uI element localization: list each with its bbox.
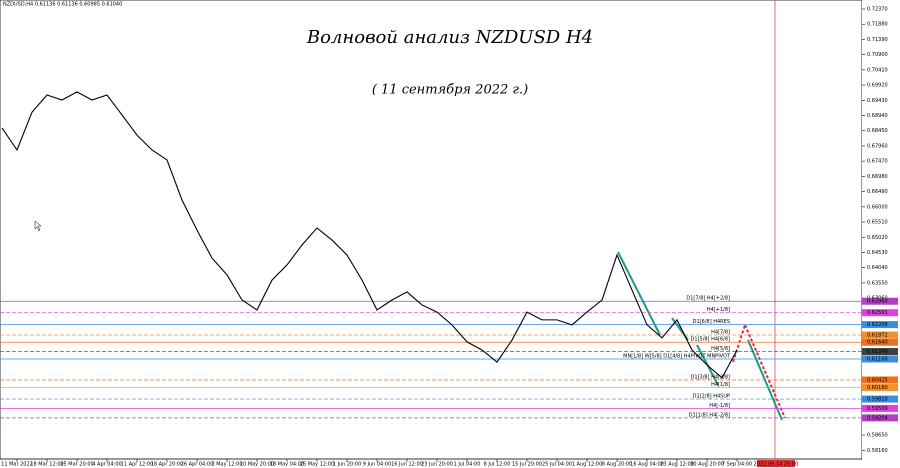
level-label: H4[5/8] xyxy=(711,346,730,352)
level-price-label: 0.60425 xyxy=(867,377,888,383)
level-price-box xyxy=(862,331,898,339)
y-tick-label: 0.66000 xyxy=(867,204,888,210)
y-tick-label: 0.65020 xyxy=(867,235,888,241)
level-price-box xyxy=(862,384,898,392)
y-tick-label: 0.69430 xyxy=(867,98,888,104)
level-price-label: 0.62591 xyxy=(867,310,888,316)
y-tick-label: 0.64040 xyxy=(867,265,888,271)
level-price-box xyxy=(862,309,898,317)
y-tick-label: 0.58650 xyxy=(867,433,888,439)
level-label: H4[7/8] xyxy=(711,330,730,336)
x-tick-label: 1 Jul 04:00 xyxy=(454,462,481,468)
wave-markup xyxy=(617,251,786,421)
level-price-label: 0.60180 xyxy=(867,385,888,391)
level-price-box xyxy=(862,404,898,412)
x-tick-label: 9 Jun 04:00 xyxy=(363,462,392,468)
x-tick-label: 1 Jun 20:00 xyxy=(333,462,362,468)
x-tick-label: 7 Sep 04:00 xyxy=(722,462,752,468)
y-tick-label: 0.68450 xyxy=(867,128,888,134)
y-tick-label: 0.68940 xyxy=(867,113,888,119)
level-price-label: 0.62960 xyxy=(867,299,888,305)
x-tick-label: 1 Aug 12:00 xyxy=(572,462,603,468)
level-price-box xyxy=(862,355,898,363)
y-tick-label: 0.70410 xyxy=(867,67,888,73)
x-tick-label: 25 May 12:00 xyxy=(300,462,334,468)
level-price-label: 0.59204 xyxy=(867,415,888,421)
forecast-line xyxy=(744,324,786,419)
level-price-label: 0.59810 xyxy=(867,397,888,403)
plot-frame xyxy=(0,0,863,460)
x-tick-label: 30 Aug 20:00 xyxy=(690,462,724,468)
level-label: D1[6/8] H4RES xyxy=(693,319,730,325)
level-label: H4[1/8] xyxy=(711,382,730,388)
level-price-box xyxy=(862,321,898,329)
y-tick-label: 0.67960 xyxy=(867,143,888,149)
y-tick-label: 0.64530 xyxy=(867,250,888,256)
mouse-cursor xyxy=(34,220,42,232)
y-tick-label: 0.58160 xyxy=(867,448,888,454)
y-tick-label: 0.72370 xyxy=(867,7,888,13)
current-time-label: 2022.09.14 20:00 xyxy=(754,462,799,468)
current-time-box xyxy=(757,460,795,467)
x-tick-label: 16 Aug 04:00 xyxy=(630,462,664,468)
x-tick-label: 11 Mar 2022 xyxy=(1,462,33,468)
x-tick-label: 3 May 12:00 xyxy=(211,462,242,468)
level-price-label: 0.61640 xyxy=(867,340,888,346)
level-price-box xyxy=(862,338,898,346)
x-tick-label: 16 Jun 12:00 xyxy=(391,462,423,468)
level-price-label: 0.61872 xyxy=(867,333,888,339)
wave-line xyxy=(617,251,661,336)
chart-subtitle: ( 11 сентября 2022 г.) xyxy=(372,83,528,98)
y-tick-label: 0.67470 xyxy=(867,159,888,165)
level-price-box xyxy=(862,414,898,422)
level-price-box xyxy=(862,348,898,356)
x-tick-label: 15 Jul 20:00 xyxy=(512,462,542,468)
level-label: H4[-1/8] xyxy=(709,403,730,409)
x-tick-label: 11 Apr 12:00 xyxy=(121,462,154,468)
x-tick-label: 18 May 04:00 xyxy=(270,462,304,468)
level-price-label: 0.59509 xyxy=(867,406,888,412)
x-tick-label: 8 Aug 20:00 xyxy=(602,462,633,468)
y-tick-label: 0.63550 xyxy=(867,280,888,286)
y-tick-label: 0.71390 xyxy=(867,37,888,43)
x-tick-label: 18 Mar 12:00 xyxy=(30,462,63,468)
forecast-line xyxy=(732,324,746,363)
level-label: D1[5/8] H4[6/8] xyxy=(691,337,731,343)
x-tick-label: 10 May 20:00 xyxy=(240,462,274,468)
x-tick-label: 25 Jul 04:00 xyxy=(542,462,572,468)
level-price-label: 0.61340 xyxy=(867,349,888,355)
level-price-box xyxy=(862,376,898,384)
level-price-label: 0.62208 xyxy=(867,322,888,328)
x-tick-label: 8 Jul 12:00 xyxy=(484,462,511,468)
level-price-label: 0.61100 xyxy=(867,357,888,363)
symbol-header: NZDUSD,H4 0.61136 0.61136 0.60985 0.6104… xyxy=(3,2,122,8)
x-tick-label: 23 Aug 12:00 xyxy=(660,462,694,468)
y-tick-label: 0.66490 xyxy=(867,189,888,195)
level-label: D1[2/8] H4SUP xyxy=(693,394,730,400)
y-tick-label: 0.69920 xyxy=(867,83,888,89)
y-tick-label: 0.65510 xyxy=(867,220,888,226)
level-price-box xyxy=(862,395,898,403)
level-label: D1[7/8] H4[+2/8] xyxy=(686,296,730,302)
x-tick-label: 26 Apr 04:00 xyxy=(181,462,214,468)
y-tick-label: 0.70900 xyxy=(867,52,888,58)
x-tick-label: 25 Mar 20:00 xyxy=(60,462,93,468)
level-label: MN[1/8] W[5/8] D1[4/8] H4PIVOT MNPIVOT xyxy=(623,354,731,360)
y-tick-label: 0.71880 xyxy=(867,22,888,28)
x-tick-label: 18 Apr 20:00 xyxy=(151,462,184,468)
x-tick-label: 23 Jun 20:00 xyxy=(421,462,453,468)
level-label: D1[3/8] H4[2/8] xyxy=(691,374,731,380)
price-line xyxy=(1,91,738,379)
chart-title: Волновой анализ NZDUSD H4 xyxy=(306,27,593,48)
level-label: H4[+1/8] xyxy=(707,307,730,313)
y-tick-label: 0.66980 xyxy=(867,174,888,180)
x-tick-label: 4 Apr 04:00 xyxy=(92,462,121,468)
level-label: D1[1/8] H4[-2/8] xyxy=(689,412,730,418)
level-price-box xyxy=(862,297,898,305)
